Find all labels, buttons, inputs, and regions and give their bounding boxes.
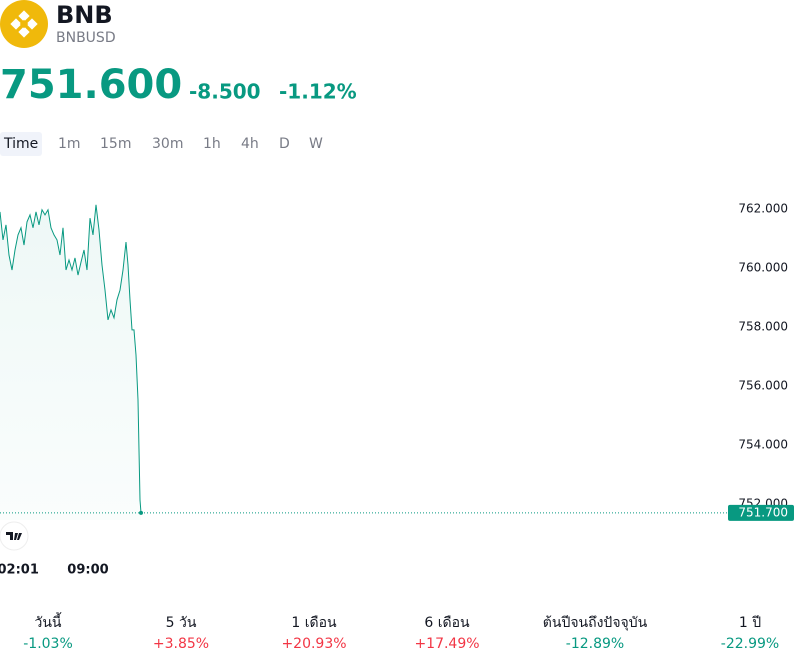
period-label[interactable]: 1 เดือน (291, 615, 337, 631)
interval-button[interactable]: 4h (241, 136, 259, 152)
price-change-pct: -1.12% (279, 80, 357, 104)
period-change: +3.85% (153, 636, 209, 652)
period-label[interactable]: ต้นปีจนถึงปัจจุบัน (543, 615, 648, 631)
period-change: +20.93% (281, 636, 346, 652)
period-change: -22.99% (721, 636, 779, 652)
price: 751.600 (0, 62, 182, 108)
interval-button[interactable]: D (279, 136, 290, 152)
selected-interval-bg (0, 132, 42, 156)
period-label[interactable]: 6 เดือน (424, 615, 470, 631)
period-label[interactable]: 1 ปี (739, 615, 761, 631)
ticker: BNBUSD (56, 30, 116, 46)
y-tick-label: 762.000 (738, 201, 788, 215)
y-tick-label: 754.000 (738, 438, 788, 452)
y-tick-label: 758.000 (738, 319, 788, 333)
x-tick-label: 02:01 (0, 563, 39, 578)
y-tick-label: 760.000 (738, 260, 788, 274)
y-tick-label: 756.000 (738, 379, 788, 393)
interval-button[interactable]: W (309, 136, 323, 152)
period-label[interactable]: วันนี้ (34, 612, 62, 631)
interval-button[interactable]: 15m (100, 136, 131, 152)
current-price-box (728, 504, 794, 521)
area-fill (0, 204, 141, 521)
period-change: +17.49% (414, 636, 479, 652)
interval-button[interactable]: Time (3, 136, 38, 152)
symbol: BNB (56, 1, 113, 29)
price-line (0, 204, 142, 513)
price-change: -8.500 (189, 80, 261, 104)
current-price-label: 751.700 (738, 505, 788, 519)
period-change: -12.89% (566, 636, 624, 652)
logo (0, 0, 48, 48)
interval-button[interactable]: 1h (203, 136, 221, 152)
period-change: -1.03% (23, 636, 73, 652)
period-label[interactable]: 5 วัน (166, 615, 197, 631)
tv-logo (0, 521, 29, 551)
x-tick-label: 09:00 (67, 563, 108, 578)
interval-button[interactable]: 1m (58, 136, 81, 152)
interval-button[interactable]: 30m (152, 136, 183, 152)
